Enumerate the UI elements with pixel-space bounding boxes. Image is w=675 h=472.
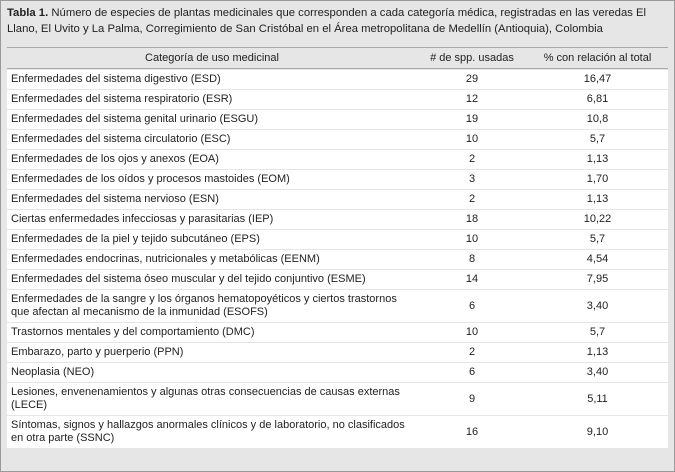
number-cell: 10	[417, 130, 527, 149]
table-row: Ciertas enfermedades infecciosas y paras…	[7, 210, 668, 229]
table-row: Enfermedades endocrinas, nutricionales y…	[7, 250, 668, 269]
number-cell: 5,7	[527, 130, 668, 149]
category-cell: Ciertas enfermedades infecciosas y paras…	[7, 210, 417, 229]
table-row: Enfermedades del sistema circulatorio (E…	[7, 130, 668, 149]
table-row: Neoplasia (NEO) 6 3,40	[7, 363, 668, 382]
category-cell: Embarazo, parto y puerperio (PPN)	[7, 343, 417, 362]
category-cell: Enfermedades endocrinas, nutricionales y…	[7, 250, 417, 269]
table-row: Síntomas, signos y hallazgos anormales c…	[7, 416, 668, 448]
table-row: Enfermedades del sistema digestivo (ESD)…	[7, 70, 668, 89]
caption-text: Número de especies de plantas medicinale…	[7, 7, 647, 35]
number-cell: 1,13	[527, 343, 668, 362]
number-cell: 5,11	[527, 383, 668, 415]
category-cell: Lesiones, envenenamientos y algunas otra…	[7, 383, 417, 415]
number-cell: 1,13	[527, 150, 668, 169]
data-table: Categoría de uso medicinal # de spp. usad…	[7, 46, 668, 449]
number-cell: 2	[417, 343, 527, 362]
number-cell: 14	[417, 270, 527, 289]
number-cell: 10,8	[527, 110, 668, 129]
number-cell: 5,7	[527, 323, 668, 342]
number-cell: 12	[417, 90, 527, 109]
caption-label: Tabla 1.	[7, 7, 49, 19]
table-row: Enfermedades del sistema óseo muscular y…	[7, 270, 668, 289]
category-cell: Trastornos mentales y del comportamiento…	[7, 323, 417, 342]
number-cell: 2	[417, 190, 527, 209]
number-cell: 7,95	[527, 270, 668, 289]
number-cell: 3,40	[527, 363, 668, 382]
number-cell: 10	[417, 230, 527, 249]
number-cell: 18	[417, 210, 527, 229]
category-cell: Síntomas, signos y hallazgos anormales c…	[7, 416, 417, 448]
table-row: Enfermedades de los oídos y procesos mas…	[7, 170, 668, 189]
table-row: Enfermedades del sistema respiratorio (E…	[7, 90, 668, 109]
number-cell: 3	[417, 170, 527, 189]
table-row: Enfermedades del sistema genital urinari…	[7, 110, 668, 129]
category-cell: Enfermedades de los oídos y procesos mas…	[7, 170, 417, 189]
number-cell: 5,7	[527, 230, 668, 249]
table-row: Enfermedades de la piel y tejido subcutá…	[7, 230, 668, 249]
header-cell: # de spp. usadas	[417, 47, 527, 69]
table-row: Enfermedades de los ojos y anexos (EOA) 2…	[7, 150, 668, 169]
header-cell: % con relación al total	[527, 47, 668, 69]
number-cell: 2	[417, 150, 527, 169]
table-body: Enfermedades del sistema digestivo (ESD)…	[7, 70, 668, 448]
number-cell: 19	[417, 110, 527, 129]
number-cell: 8	[417, 250, 527, 269]
category-cell: Enfermedades del sistema circulatorio (E…	[7, 130, 417, 149]
number-cell: 9,10	[527, 416, 668, 448]
table-row: Trastornos mentales y del comportamiento…	[7, 323, 668, 342]
table-row: Enfermedades de la sangre y los órganos …	[7, 290, 668, 322]
number-cell: 3,40	[527, 290, 668, 322]
number-cell: 6	[417, 290, 527, 322]
category-cell: Enfermedades del sistema respiratorio (E…	[7, 90, 417, 109]
category-cell: Neoplasia (NEO)	[7, 363, 417, 382]
number-cell: 10,22	[527, 210, 668, 229]
category-cell: Enfermedades de la piel y tejido subcutá…	[7, 230, 417, 249]
number-cell: 16,47	[527, 70, 668, 89]
header-row: Categoría de uso medicinal # de spp. usad…	[7, 47, 668, 69]
category-cell: Enfermedades del sistema genital urinari…	[7, 110, 417, 129]
number-cell: 29	[417, 70, 527, 89]
table-row: Lesiones, envenenamientos y algunas otra…	[7, 383, 668, 415]
number-cell: 1,13	[527, 190, 668, 209]
number-cell: 4,54	[527, 250, 668, 269]
table-row: Embarazo, parto y puerperio (PPN) 2 1,13	[7, 343, 668, 362]
category-cell: Enfermedades del sistema digestivo (ESD)	[7, 70, 417, 89]
number-cell: 6	[417, 363, 527, 382]
number-cell: 16	[417, 416, 527, 448]
table-row: Enfermedades del sistema nervioso (ESN) 2…	[7, 190, 668, 209]
number-cell: 6,81	[527, 90, 668, 109]
header-cell: Categoría de uso medicinal	[7, 47, 417, 69]
category-cell: Enfermedades de los ojos y anexos (EOA)	[7, 150, 417, 169]
number-cell: 10	[417, 323, 527, 342]
category-cell: Enfermedades del sistema nervioso (ESN)	[7, 190, 417, 209]
category-cell: Enfermedades del sistema óseo muscular y…	[7, 270, 417, 289]
category-cell: Enfermedades de la sangre y los órganos …	[7, 290, 417, 322]
caption: Tabla 1. Número de especies de plantas m…	[7, 5, 668, 43]
number-cell: 9	[417, 383, 527, 415]
number-cell: 1,70	[527, 170, 668, 189]
